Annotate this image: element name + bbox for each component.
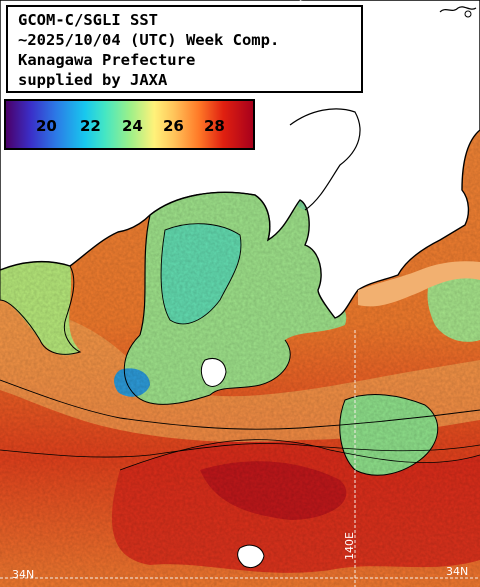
title-line-product: GCOM-C/SGLI SST: [18, 11, 158, 29]
latitude-label-right: 34N: [446, 565, 469, 578]
coast-contour: [123, 334, 141, 396]
legend-label-24: 24: [122, 117, 143, 135]
temperature-color-scale: 20 22 24 26 28: [4, 99, 255, 150]
map-title-box: GCOM-C/SGLI SST ~2025/10/04 (UTC) Week C…: [6, 5, 363, 93]
title-line-region: Kanagawa Prefecture: [18, 51, 196, 69]
coast-contour: [139, 214, 151, 336]
longitude-label: 140E: [343, 532, 356, 560]
isotherm: [160, 223, 242, 325]
coast-contour: [149, 191, 271, 241]
legend-label-20: 20: [36, 117, 57, 135]
coastline-map-icon: [439, 6, 477, 18]
island: [237, 544, 265, 569]
coast-contour: [289, 108, 361, 211]
latitude-label-left: 34N: [12, 568, 35, 581]
northeast-shoreline-water: [358, 261, 480, 307]
west-coast-contour: [0, 261, 82, 355]
title-line-credit: supplied by JAXA: [18, 71, 168, 89]
island: [200, 358, 227, 387]
isotherm: [119, 439, 480, 471]
isotherm: [339, 394, 439, 476]
legend-label-22: 22: [80, 117, 101, 135]
isotherm: [0, 379, 480, 430]
isotherm: [0, 443, 480, 458]
legend-label-28: 28: [204, 117, 225, 135]
legend-label-26: 26: [163, 117, 184, 135]
title-line-date: ~2025/10/04 (UTC) Week Comp.: [18, 31, 280, 49]
isotherm: [134, 339, 291, 405]
